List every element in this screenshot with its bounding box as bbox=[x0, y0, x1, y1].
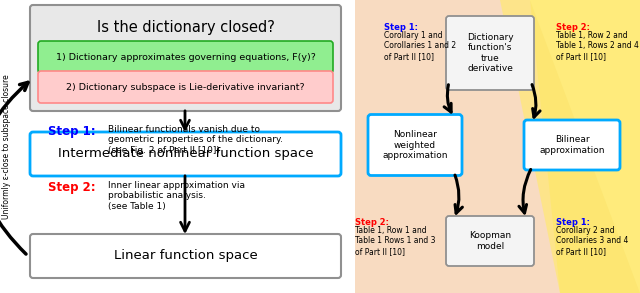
Text: Uniformly ε-close to subspace closure: Uniformly ε-close to subspace closure bbox=[3, 75, 12, 219]
Text: Intermediate nonlinear function space: Intermediate nonlinear function space bbox=[58, 147, 314, 161]
Text: 2) Dictionary subspace is Lie-derivative invariant?: 2) Dictionary subspace is Lie-derivative… bbox=[66, 83, 305, 91]
FancyBboxPatch shape bbox=[30, 5, 341, 111]
FancyBboxPatch shape bbox=[38, 41, 333, 73]
Text: Corollary 1 and
Corollaries 1 and 2
of Part II [10]: Corollary 1 and Corollaries 1 and 2 of P… bbox=[384, 31, 456, 61]
Text: Table 1, Row 2 and
Table 1, Rows 2 and 4
of Part II [10]: Table 1, Row 2 and Table 1, Rows 2 and 4… bbox=[556, 31, 639, 61]
Text: Step 1:: Step 1: bbox=[556, 218, 590, 227]
Text: Step 1:: Step 1: bbox=[384, 23, 418, 32]
Text: Step 1:: Step 1: bbox=[48, 125, 95, 138]
Text: Dictionary
function's
true
derivative: Dictionary function's true derivative bbox=[467, 33, 513, 73]
Text: Table 1, Row 1 and
Table 1 Rows 1 and 3
of Part II [10]: Table 1, Row 1 and Table 1 Rows 1 and 3 … bbox=[355, 226, 435, 256]
Text: Step 2:: Step 2: bbox=[355, 218, 389, 227]
FancyBboxPatch shape bbox=[446, 216, 534, 266]
Text: Bilinear functionals vanish due to
geometric properties of the dictionary.
(see : Bilinear functionals vanish due to geome… bbox=[108, 125, 283, 155]
Text: 1) Dictionary approximates governing equations, F(y)?: 1) Dictionary approximates governing equ… bbox=[56, 52, 316, 62]
Text: Koopman
model: Koopman model bbox=[469, 231, 511, 251]
Text: Corollary 2 and
Corollaries 3 and 4
of Part II [10]: Corollary 2 and Corollaries 3 and 4 of P… bbox=[556, 226, 628, 256]
Text: Linear function space: Linear function space bbox=[114, 250, 257, 263]
FancyBboxPatch shape bbox=[524, 120, 620, 170]
Text: Inner linear approximation via
probabilistic analysis.
(see Table 1): Inner linear approximation via probabili… bbox=[108, 181, 245, 211]
Text: Step 2:: Step 2: bbox=[556, 23, 590, 32]
Text: Is the dictionary closed?: Is the dictionary closed? bbox=[97, 20, 275, 35]
Text: Step 2:: Step 2: bbox=[48, 181, 95, 194]
FancyBboxPatch shape bbox=[30, 234, 341, 278]
FancyArrowPatch shape bbox=[0, 82, 28, 254]
Polygon shape bbox=[355, 0, 640, 293]
FancyBboxPatch shape bbox=[38, 71, 333, 103]
Polygon shape bbox=[530, 0, 640, 293]
FancyBboxPatch shape bbox=[30, 132, 341, 176]
Text: Nonlinear
weighted
approximation: Nonlinear weighted approximation bbox=[382, 130, 448, 160]
Text: Bilinear
approximation: Bilinear approximation bbox=[540, 135, 605, 155]
FancyBboxPatch shape bbox=[446, 16, 534, 90]
FancyBboxPatch shape bbox=[368, 115, 462, 176]
Polygon shape bbox=[500, 0, 640, 293]
